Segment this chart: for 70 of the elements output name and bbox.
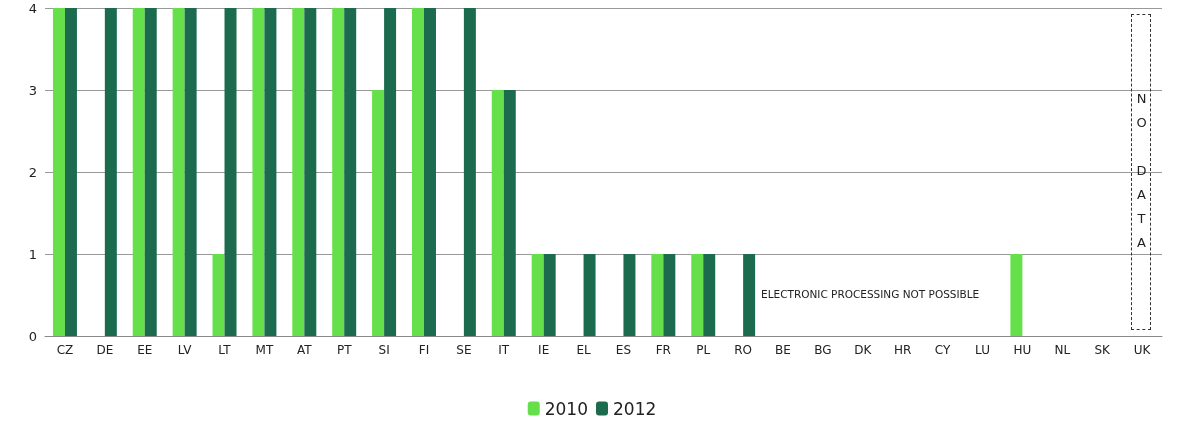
- x-tick-label: IT: [498, 343, 510, 357]
- y-tick-label: 4: [28, 0, 37, 16]
- y-tick-label: 3: [28, 82, 37, 98]
- x-tick-label: ES: [615, 343, 632, 357]
- bar: [264, 8, 277, 336]
- bar: [372, 90, 385, 336]
- bar: [184, 8, 197, 336]
- x-tick-label: DE: [96, 343, 114, 357]
- legend-label: 2010: [544, 398, 588, 419]
- dashed-frame: NO DATA: [1131, 14, 1152, 330]
- x-tick-label: AT: [297, 343, 313, 357]
- x-tick-label: SK: [1094, 343, 1112, 357]
- bar: [703, 254, 716, 336]
- bar: [411, 8, 424, 336]
- bar: [531, 254, 544, 336]
- bar: [583, 254, 596, 336]
- bar: [224, 8, 237, 336]
- x-tick-label: MT: [255, 343, 274, 357]
- annotation: NO DATA: [1134, 91, 1150, 259]
- x-tick-label: EE: [137, 343, 153, 357]
- annotation: ELECTRONIC PROCESSING NOT POSSIBLE: [761, 288, 980, 300]
- bar: [423, 8, 436, 336]
- bar: [651, 254, 664, 336]
- x-tick-label: RO: [734, 343, 753, 357]
- bar: [52, 8, 65, 336]
- x-tick-label: FR: [655, 343, 671, 357]
- x-tick-label: PT: [336, 343, 353, 357]
- x-tick-label: CZ: [56, 343, 74, 357]
- bar: [503, 90, 516, 336]
- bar: [212, 254, 225, 336]
- x-tick-label: BG: [814, 343, 832, 357]
- x-tick-label: SI: [378, 343, 390, 357]
- bar: [663, 254, 676, 336]
- x-tick-label: HU: [1013, 343, 1032, 357]
- bar: [304, 8, 317, 336]
- bar: [743, 254, 756, 336]
- y-tick-label: 2: [28, 164, 37, 180]
- bar: [292, 8, 305, 336]
- x-tick-label: DK: [854, 343, 873, 357]
- bar: [463, 8, 476, 336]
- bar: [144, 8, 157, 336]
- bar: [623, 254, 636, 336]
- x-tick-label: LU: [975, 343, 990, 357]
- bar: [64, 8, 77, 336]
- x-tick-label: LT: [218, 343, 232, 357]
- x-tick-label: SE: [456, 343, 472, 357]
- x-tick-label: IE: [538, 343, 550, 357]
- x-tick-label: PL: [696, 343, 711, 357]
- x-tick-label: HR: [894, 343, 912, 357]
- x-tick-label: CY: [934, 343, 952, 357]
- bar: [132, 8, 145, 336]
- bar: [104, 8, 117, 336]
- x-tick-label: FI: [418, 343, 430, 357]
- x-tick-label: LV: [177, 343, 193, 357]
- bar: [691, 254, 704, 336]
- x-tick-label: BE: [775, 343, 791, 357]
- x-tick-label: EL: [576, 343, 591, 357]
- legend-label: 2012: [613, 398, 657, 419]
- bar: [543, 254, 556, 336]
- bar: [332, 8, 345, 336]
- x-tick-label: NL: [1054, 343, 1071, 357]
- bar: [344, 8, 357, 336]
- bar: [252, 8, 265, 336]
- y-tick-label: 0: [28, 328, 37, 344]
- bar: [384, 8, 397, 336]
- bar: [172, 8, 185, 336]
- x-tick-label: UK: [1133, 343, 1152, 357]
- bar: [491, 90, 504, 336]
- bar: [1010, 254, 1023, 336]
- y-tick-label: 1: [28, 246, 37, 262]
